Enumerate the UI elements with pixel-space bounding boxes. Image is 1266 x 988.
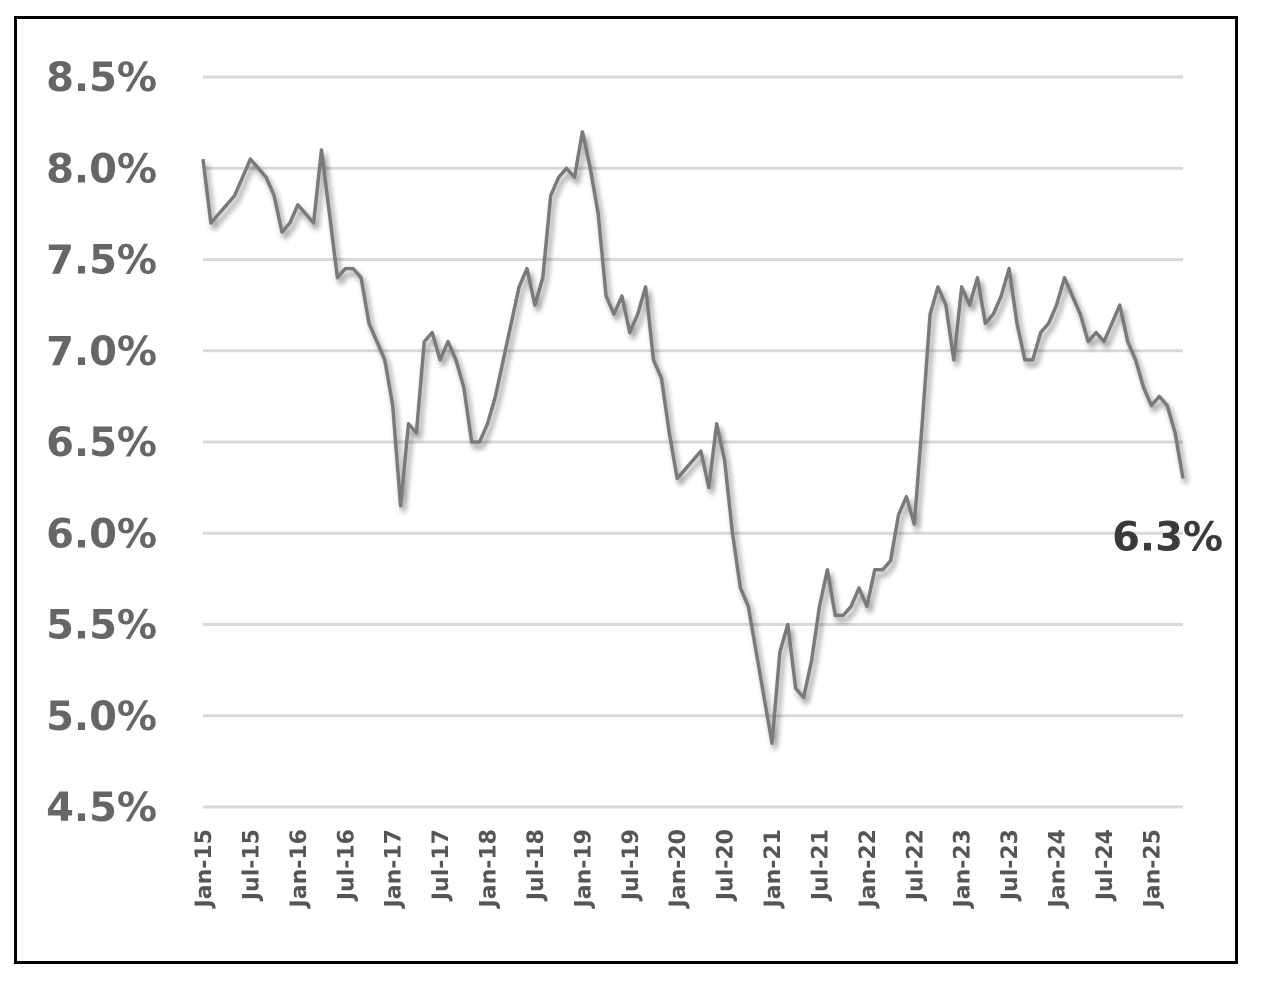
x-tick-label: Jul-21	[808, 829, 833, 902]
x-tick-label: Jan-18	[477, 829, 502, 909]
x-tick-label: Jan-24	[1046, 829, 1071, 909]
x-tick-label: Jan-21	[761, 829, 786, 909]
x-tick-label: Jan-15	[192, 829, 217, 909]
x-tick-label: Jan-17	[382, 829, 407, 909]
x-tick-label: Jan-23	[951, 829, 976, 909]
gridlines	[203, 75, 1183, 809]
y-tick-label: 5.5%	[46, 603, 157, 649]
end-value-label: 6.3%	[1112, 515, 1223, 561]
chart-frame: 8.5% 8.0% 7.5% 7.0% 6.5% 6.0% 5.5% 5.0% 4.5% Jan…	[14, 16, 1238, 964]
x-tick-label: Jul-20	[714, 829, 739, 902]
y-tick-label: 8.0%	[46, 146, 157, 192]
y-tick-label: 6.0%	[46, 511, 157, 557]
x-tick-label: Jan-20	[666, 829, 691, 909]
x-axis: Jan-15 Jul-15 Jan-16 Jul-16 Jan-17 Jul-17 Jan-…	[192, 829, 1165, 909]
x-tick-label: Jul-24	[1093, 829, 1118, 902]
y-tick-label: 5.0%	[46, 694, 157, 740]
x-tick-label: Jul-22	[903, 829, 928, 902]
x-tick-label: Jan-25	[1140, 829, 1165, 909]
series-line	[201, 130, 1185, 745]
x-tick-label: Jan-19	[571, 829, 596, 909]
x-tick-label: Jul-23	[998, 829, 1023, 902]
y-tick-label: 4.5%	[46, 785, 157, 831]
x-tick-label: Jul-17	[429, 829, 454, 902]
y-tick-label: 7.5%	[46, 238, 157, 284]
x-tick-label: Jul-19	[619, 829, 644, 902]
y-axis: 8.5% 8.0% 7.5% 7.0% 6.5% 6.0% 5.5% 5.0% 4.5%	[46, 55, 157, 831]
x-tick-label: Jul-16	[334, 829, 359, 902]
x-tick-label: Jan-22	[856, 829, 881, 909]
y-tick-label: 6.5%	[46, 420, 157, 466]
y-tick-label: 8.5%	[46, 55, 157, 101]
line-chart: 8.5% 8.0% 7.5% 7.0% 6.5% 6.0% 5.5% 5.0% 4.5% Jan…	[46, 55, 1223, 909]
x-tick-label: Jul-18	[524, 829, 549, 902]
x-tick-label: Jul-15	[239, 829, 264, 902]
y-tick-label: 7.0%	[46, 329, 157, 375]
x-tick-label: Jan-16	[287, 829, 312, 909]
